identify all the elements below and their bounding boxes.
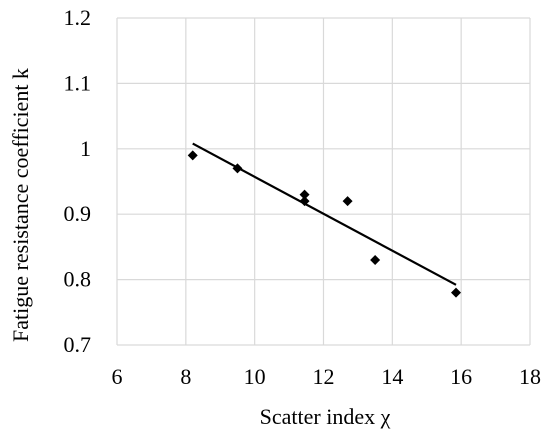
y-tick-label: 0.9 (64, 201, 92, 226)
x-tick-label: 8 (180, 364, 191, 389)
y-tick-label: 1 (80, 136, 91, 161)
x-tick-label: 14 (381, 364, 403, 389)
y-tick-labels: 0.7 0.8 0.9 1 1.1 1.2 (64, 5, 92, 357)
y-tick-label: 1.2 (64, 5, 92, 30)
y-tick-label: 1.1 (64, 70, 92, 95)
data-point (187, 150, 198, 161)
data-points (187, 150, 462, 298)
data-point (299, 196, 310, 207)
x-tick-label: 6 (112, 364, 123, 389)
data-point (299, 189, 310, 200)
x-tick-labels: 6 8 10 12 14 16 18 (112, 364, 542, 389)
x-tick-label: 18 (519, 364, 541, 389)
y-tick-label: 0.8 (64, 267, 92, 292)
data-point (451, 287, 462, 298)
y-axis-title: Fatigue resistance coefficient k (8, 68, 33, 342)
x-axis-title: Scatter index χ (260, 404, 391, 429)
x-tick-label: 10 (244, 364, 266, 389)
grid-lines (116, 17, 531, 346)
data-point (232, 163, 243, 174)
data-point (342, 196, 353, 207)
data-point (370, 254, 381, 265)
x-tick-label: 16 (450, 364, 472, 389)
x-tick-label: 12 (313, 364, 335, 389)
y-tick-label: 0.7 (64, 332, 92, 357)
